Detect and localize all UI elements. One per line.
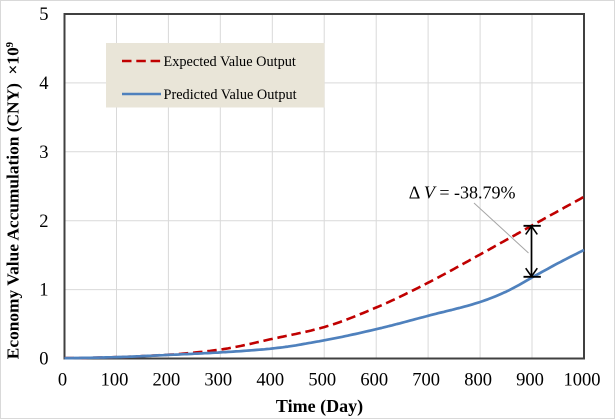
svg-text:800: 800 bbox=[464, 371, 492, 391]
svg-text:Predicted Value Output: Predicted Value Output bbox=[164, 87, 297, 103]
svg-text:0: 0 bbox=[58, 371, 67, 391]
svg-text:100: 100 bbox=[101, 371, 129, 391]
svg-text:600: 600 bbox=[360, 371, 388, 391]
svg-text:Economy Value Accumulation (CN: Economy Value Accumulation (CNY) ×109 bbox=[3, 42, 22, 359]
svg-text:2: 2 bbox=[39, 212, 48, 232]
svg-text:5: 5 bbox=[39, 5, 48, 25]
svg-text:300: 300 bbox=[204, 371, 232, 391]
svg-text:500: 500 bbox=[308, 371, 336, 391]
svg-text:3: 3 bbox=[39, 143, 48, 163]
svg-text:0: 0 bbox=[39, 350, 48, 370]
svg-text:Expected Value Output: Expected Value Output bbox=[164, 54, 296, 70]
svg-text:900: 900 bbox=[516, 371, 544, 391]
svg-text:4: 4 bbox=[39, 74, 48, 94]
svg-text:1: 1 bbox=[39, 281, 48, 301]
svg-text:200: 200 bbox=[153, 371, 181, 391]
svg-text:1000: 1000 bbox=[564, 371, 601, 391]
svg-text:400: 400 bbox=[256, 371, 284, 391]
svg-text:Time (Day): Time (Day) bbox=[276, 396, 363, 417]
svg-text:700: 700 bbox=[412, 371, 440, 391]
svg-text:Δ V = -38.79%: Δ V = -38.79% bbox=[409, 182, 516, 202]
